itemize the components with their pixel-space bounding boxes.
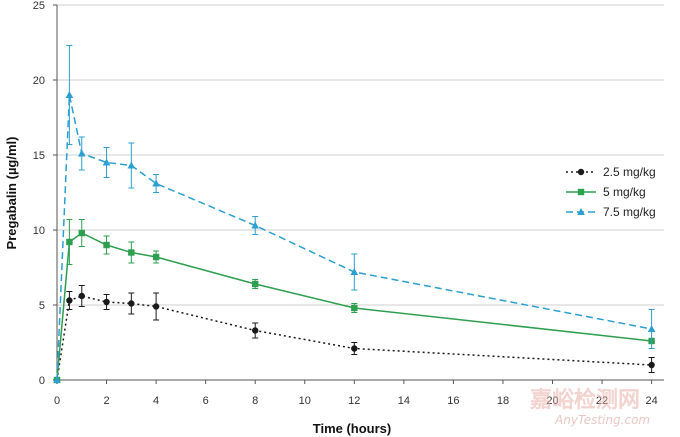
x-tick-label-2: 2 bbox=[103, 395, 109, 407]
data-point-1-7 bbox=[351, 304, 358, 312]
data-point-0-3 bbox=[103, 298, 110, 306]
y-tick-label-15: 15 bbox=[33, 150, 45, 162]
data-point-0-6 bbox=[252, 327, 259, 334]
series-line-2 bbox=[56, 94, 652, 381]
data-point-0-7 bbox=[351, 345, 358, 352]
data-point-2-4 bbox=[127, 161, 136, 169]
legend-item-0: 2.5 mg/kg bbox=[566, 165, 656, 179]
data-point-1-3 bbox=[103, 241, 110, 249]
data-point-2-7 bbox=[350, 268, 359, 275]
x-tick-label-12: 12 bbox=[348, 395, 360, 407]
data-point-0-1 bbox=[66, 297, 73, 304]
y-tick-label-25: 25 bbox=[33, 0, 45, 12]
x-tick-label-4: 4 bbox=[153, 395, 159, 407]
legend: 2.5 mg/kg 5 mg/kg 7.5 mg/kg bbox=[566, 165, 656, 219]
watermark-english: AnyTesting.com bbox=[554, 413, 650, 427]
y-tick-label-20: 20 bbox=[33, 75, 45, 87]
data-point-1-4 bbox=[128, 249, 135, 256]
data-point-0-2 bbox=[78, 292, 85, 300]
x-tick-label-6: 6 bbox=[203, 395, 209, 407]
x-axis-label: Time (hours) bbox=[313, 421, 392, 436]
x-axis-ticks: 0 2 4 6 8 10 12 14 16 18 20 22 24 bbox=[54, 380, 658, 407]
x-tick-label-8: 8 bbox=[252, 395, 258, 407]
data-point-1-1 bbox=[66, 238, 73, 246]
x-tick-label-20: 20 bbox=[546, 395, 558, 407]
data-point-0-5 bbox=[152, 303, 160, 310]
watermark: 嘉峪检测网 AnyTesting.com bbox=[530, 387, 650, 427]
legend-label-1: 5 mg/kg bbox=[603, 185, 646, 199]
data-point-2-3 bbox=[102, 158, 111, 166]
series-2 bbox=[53, 45, 656, 383]
x-tick-label-10: 10 bbox=[299, 395, 311, 407]
data-point-2-8 bbox=[647, 325, 656, 332]
data-point-0-4 bbox=[128, 300, 135, 307]
legend-marker-0 bbox=[577, 168, 585, 176]
data-point-2-0 bbox=[53, 376, 61, 383]
legend-marker-2 bbox=[577, 208, 585, 215]
data-point-1-2 bbox=[78, 229, 85, 237]
x-tick-label-16: 16 bbox=[447, 395, 459, 407]
series-0 bbox=[53, 285, 655, 384]
series-1 bbox=[53, 219, 655, 384]
data-point-1-6 bbox=[252, 280, 259, 288]
data-point-1-5 bbox=[152, 253, 160, 261]
x-tick-label-22: 22 bbox=[596, 395, 608, 407]
gridlines bbox=[57, 4, 664, 306]
y-tick-label-5: 5 bbox=[39, 300, 45, 312]
x-tick-label-24: 24 bbox=[645, 395, 657, 407]
y-tick-label-0: 0 bbox=[39, 375, 45, 387]
y-axis-label: Pregabalin (µg/ml) bbox=[4, 137, 19, 250]
y-axis-ticks: 0 5 10 15 20 25 bbox=[33, 0, 57, 387]
data-point-2-5 bbox=[152, 179, 160, 187]
data-point-2-2 bbox=[77, 149, 86, 157]
y-tick-label-10: 10 bbox=[33, 225, 45, 237]
watermark-chinese: 嘉峪检测网 bbox=[530, 387, 640, 413]
axes bbox=[56, 5, 664, 381]
data-point-0-8 bbox=[648, 361, 655, 369]
x-tick-label-14: 14 bbox=[398, 395, 410, 407]
data-point-2-6 bbox=[251, 221, 260, 229]
legend-item-1: 5 mg/kg bbox=[566, 185, 646, 199]
legend-label-2: 7.5 mg/kg bbox=[603, 205, 656, 219]
legend-marker-1 bbox=[577, 188, 585, 196]
x-tick-label-0: 0 bbox=[54, 395, 60, 407]
x-tick-label-18: 18 bbox=[497, 395, 509, 407]
data-point-2-1 bbox=[65, 91, 74, 98]
legend-label-0: 2.5 mg/kg bbox=[603, 165, 656, 179]
legend-item-2: 7.5 mg/kg bbox=[566, 205, 656, 219]
series-group bbox=[53, 45, 656, 384]
